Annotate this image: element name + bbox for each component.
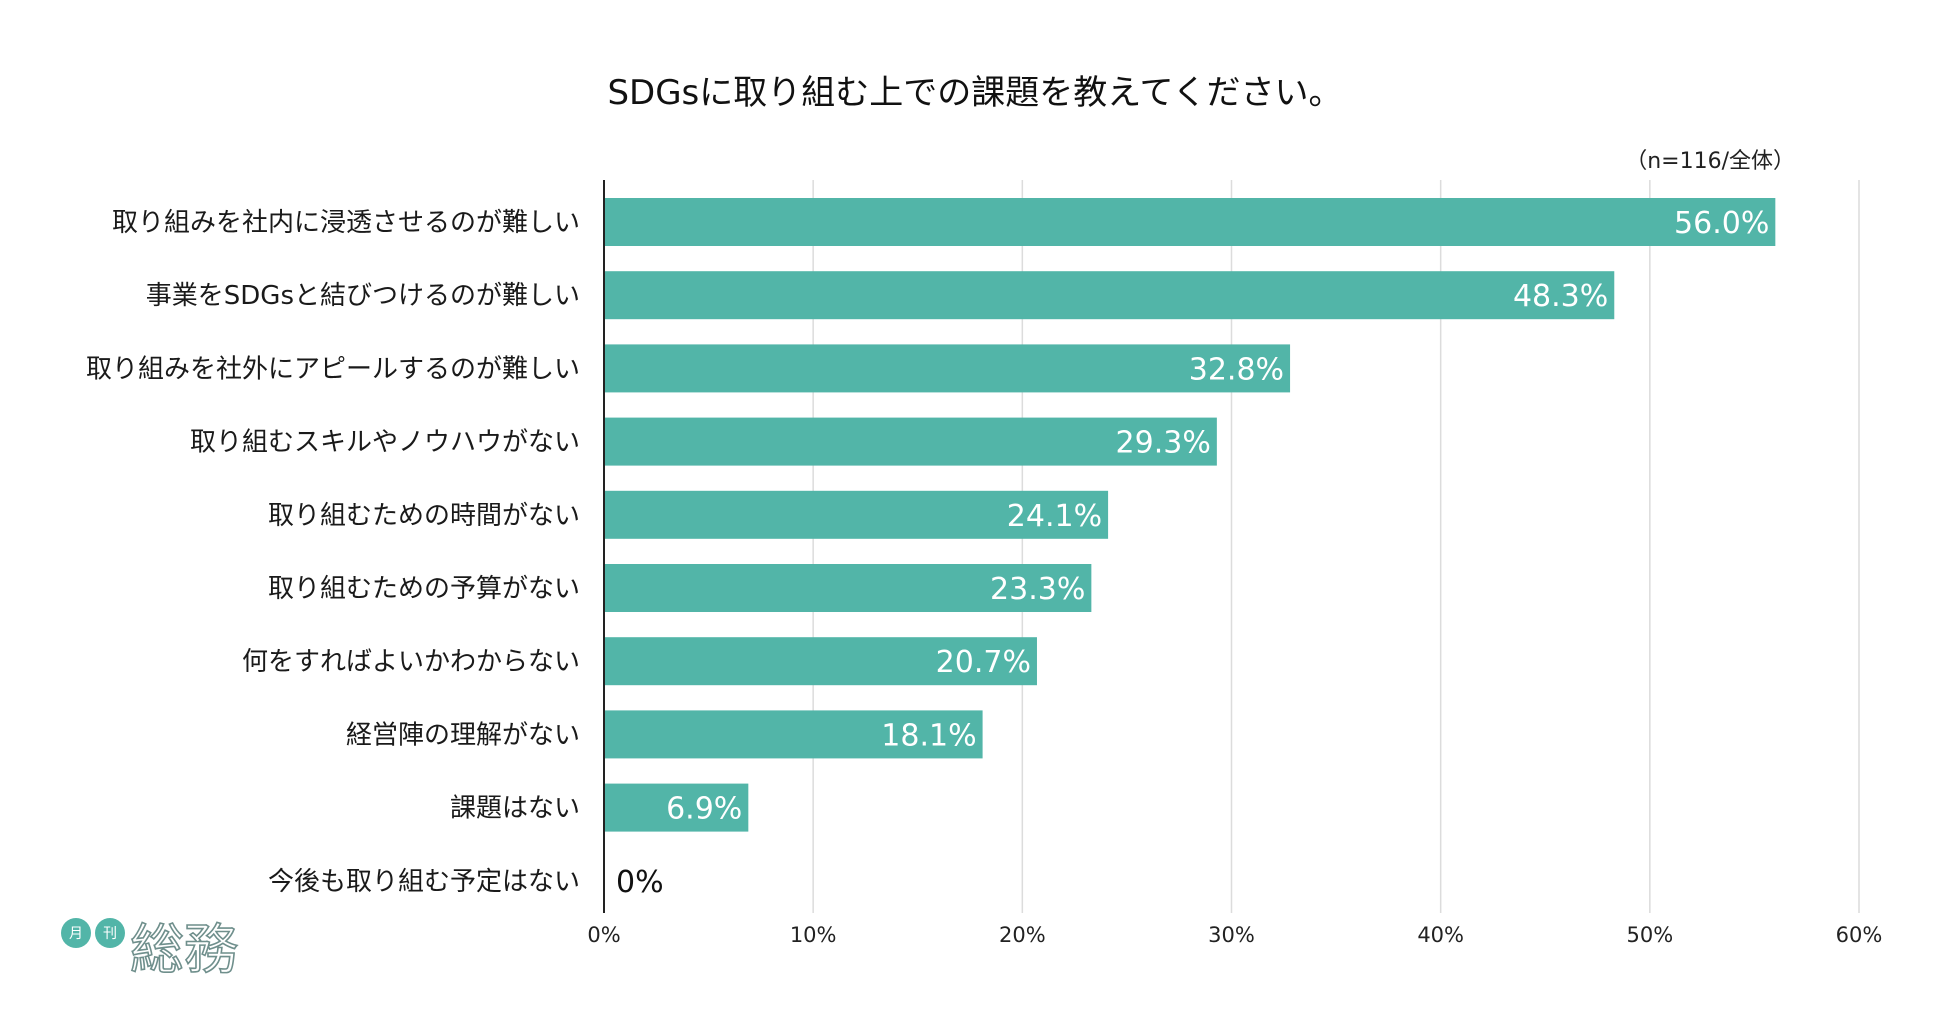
logo-small-1: 月: [69, 926, 83, 942]
x-tick-label: 0%: [587, 923, 620, 947]
bar-value-label: 56.0%: [1674, 206, 1769, 241]
category-label: 経営陣の理解がない: [346, 720, 580, 750]
bar-value-label: 29.3%: [1116, 426, 1211, 461]
logo-dot-2: [95, 918, 125, 948]
category-label: 取り組みを社外にアピールするのが難しい: [86, 354, 580, 384]
x-axis-ticks: 0% 10% 20% 30% 40% 50% 60%: [587, 923, 1882, 947]
bar-value-label: 20.7%: [936, 645, 1031, 680]
bar-value-label: 48.3%: [1513, 279, 1608, 314]
logo-main: 総務: [130, 918, 238, 981]
logo-small-2: 刊: [103, 926, 117, 942]
bar: [604, 344, 1291, 393]
category-label: 事業をSDGsと結びつけるのが難しい: [146, 281, 580, 311]
bars: 56.0% 48.3% 32.8% 29.3% 24.1% 23.3% 20.7% 18.1%…: [604, 198, 1776, 900]
x-tick-label: 20%: [999, 923, 1046, 947]
bar: [604, 271, 1615, 320]
bar-value-label: 23.3%: [990, 572, 1085, 607]
category-label: 取り組むスキルやノウハウがない: [190, 428, 580, 458]
category-label: 取り組むための予算がない: [268, 574, 580, 604]
bar: [604, 783, 749, 832]
bar-value-label: 6.9%: [666, 792, 742, 827]
bar: [604, 710, 983, 759]
x-tick-label: 30%: [1208, 923, 1255, 947]
bar-value-label: 32.8%: [1189, 352, 1284, 387]
category-labels: 取り組みを社内に浸透させるのが難しい事業をSDGsと結びつけるのが難しい取り組み…: [86, 208, 580, 897]
bar-value-label: 18.1%: [881, 718, 976, 753]
bar-value-label: 24.1%: [1007, 499, 1102, 534]
bar: [604, 564, 1092, 612]
bar: [604, 198, 1776, 246]
chart-title: SDGsに取り組む上での課題を教えてください。: [607, 73, 1342, 113]
x-tick-label: 50%: [1626, 923, 1673, 947]
bar: [604, 637, 1037, 686]
logo-dot-1: [61, 918, 91, 948]
x-tick-label: 40%: [1417, 923, 1464, 947]
x-tick-label: 10%: [790, 923, 837, 947]
x-tick-label: 60%: [1836, 923, 1883, 947]
logo: 月 刊 総務: [61, 917, 239, 982]
category-label: 今後も取り組む予定はない: [268, 867, 580, 897]
bar: [604, 417, 1217, 466]
sample-size-note: （n=116/全体）: [1625, 149, 1795, 174]
category-label: 取り組むための時間がない: [268, 501, 580, 531]
category-label: 取り組みを社内に浸透させるのが難しい: [112, 208, 580, 238]
bar: [604, 490, 1109, 539]
category-label: 何をすればよいかわからない: [242, 647, 580, 677]
category-label: 課題はない: [450, 794, 580, 824]
bar-value-label: 0%: [616, 865, 664, 900]
